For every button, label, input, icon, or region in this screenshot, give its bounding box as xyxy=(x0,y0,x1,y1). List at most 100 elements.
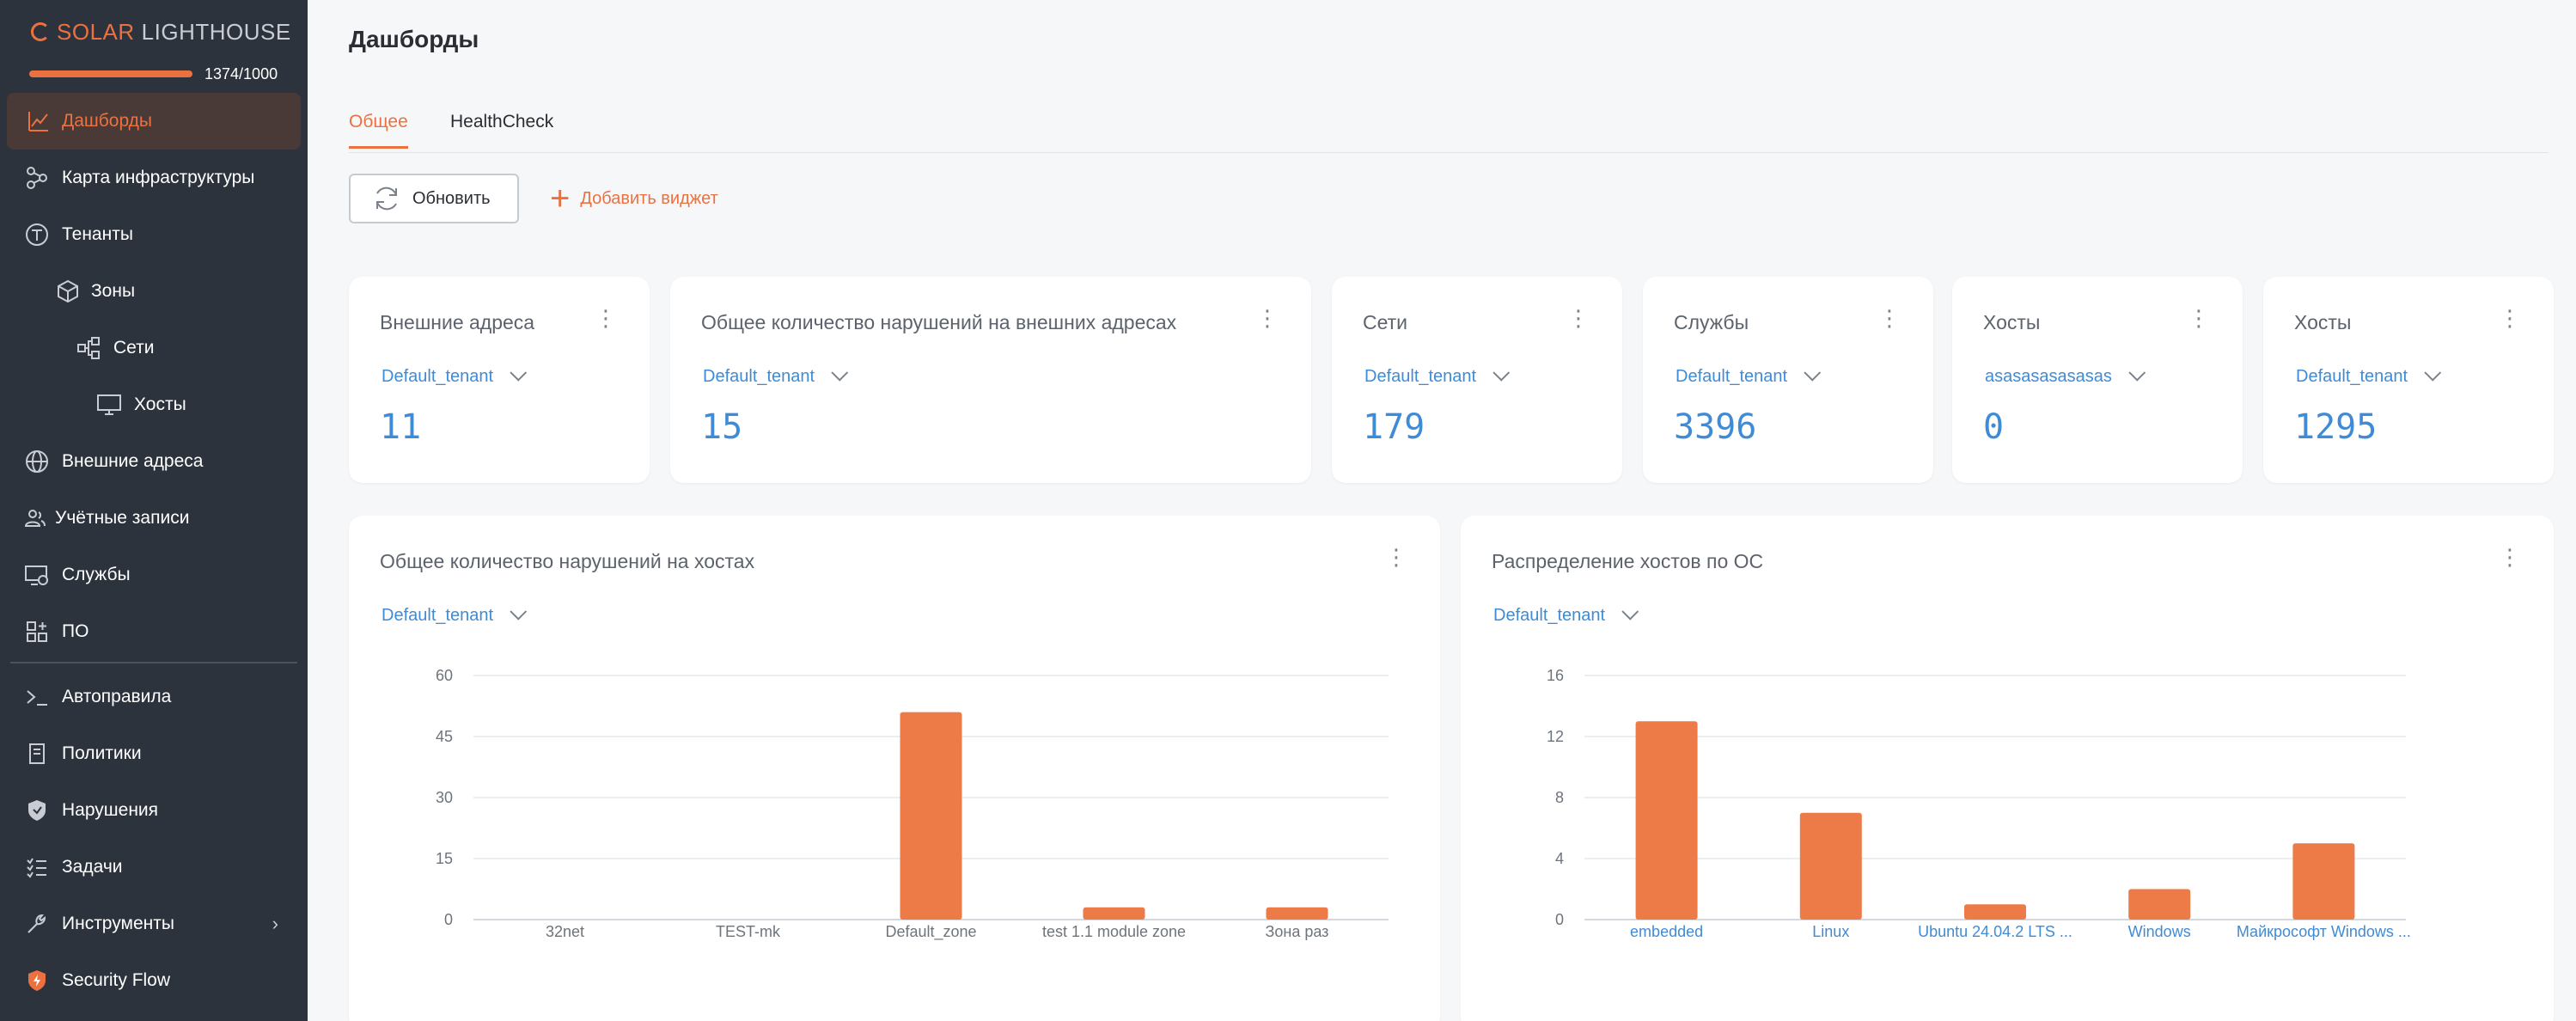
more-vertical-icon[interactable]: ⋮ xyxy=(2499,305,2521,331)
sidebar-item-label: Внешние адреса xyxy=(62,451,204,471)
card-title: Сети xyxy=(1363,311,1408,333)
terminal-icon xyxy=(24,684,50,710)
tenant-select[interactable]: Default_tenant xyxy=(2296,364,2442,388)
tenant-select[interactable]: Default_tenant xyxy=(382,364,528,388)
logo-lighthouse-text: LIGHTHOUSE xyxy=(141,18,291,45)
chevron-down-icon xyxy=(510,364,528,382)
license-progress-bar xyxy=(29,70,192,77)
tenant-select[interactable]: Default_tenant xyxy=(1493,602,1639,627)
globe-icon xyxy=(24,449,50,474)
sidebar-item-policies[interactable]: Политики xyxy=(0,725,308,782)
x-tick-label: Зона раз xyxy=(1266,923,1329,940)
chart-card-os-distribution: Распределение хостов по ОС ⋮ Default_ten… xyxy=(1461,516,2554,1021)
more-vertical-icon[interactable]: ⋮ xyxy=(1256,305,1279,331)
card-title: Общее количество нарушений на хостах xyxy=(380,550,755,572)
more-vertical-icon[interactable]: ⋮ xyxy=(1567,305,1590,331)
sidebar-item-label: Нарушения xyxy=(62,800,159,820)
sidebar-item-label: ПО xyxy=(62,621,89,641)
tenant-value: Default_tenant xyxy=(703,366,815,386)
tenant-select[interactable]: Default_tenant xyxy=(382,602,528,627)
sidebar-item-autorules[interactable]: Автоправила xyxy=(0,669,308,725)
more-vertical-icon[interactable]: ⋮ xyxy=(1878,305,1901,331)
monitor-icon xyxy=(96,392,122,418)
apps-icon xyxy=(24,619,50,645)
sidebar-item-zones[interactable]: Зоны xyxy=(0,263,308,320)
sidebar-item-tools[interactable]: Инструменты › xyxy=(0,896,308,952)
x-tick-label: Ubuntu 24.04.2 LTS ... xyxy=(1918,923,2072,940)
card-title: Хосты xyxy=(2294,311,2352,333)
x-tick-label: Майкрософт Windows ... xyxy=(2237,923,2411,940)
sidebar-item-label: Зоны xyxy=(91,281,136,301)
sidebar-item-dashboards[interactable]: Дашборды xyxy=(7,93,301,150)
chevron-down-icon xyxy=(1492,364,1511,382)
stat-value: 0 xyxy=(1983,407,2005,447)
tenant-value: Default_tenant xyxy=(382,605,494,625)
y-tick-label: 45 xyxy=(436,728,453,745)
card-title: Хосты xyxy=(1983,311,2041,333)
tenant-select[interactable]: Default_tenant xyxy=(1676,364,1822,388)
stat-card-networks: Сети ⋮ Default_tenant 179 xyxy=(1332,277,1622,483)
sidebar-item-label: Тенанты xyxy=(62,224,133,244)
sidebar-item-security-flow[interactable]: Security Flow xyxy=(0,952,308,1009)
sidebar-item-tasks[interactable]: Задачи xyxy=(0,839,308,896)
sidebar-item-label: Security Flow xyxy=(62,970,171,990)
chevron-down-icon xyxy=(2424,364,2442,382)
stat-card-external-addresses: Внешние адреса ⋮ Default_tenant 11 xyxy=(349,277,650,483)
sidebar-item-label: Карта инфраструктуры xyxy=(62,168,255,187)
sidebar-item-violations[interactable]: Нарушения xyxy=(0,782,308,839)
chevron-down-icon xyxy=(2128,364,2146,382)
card-title: Распределение хостов по ОС xyxy=(1492,550,1764,572)
sidebar-item-accounts[interactable]: Учётные записи xyxy=(0,490,308,547)
tenant-select[interactable]: asasasasasasas xyxy=(1985,364,2146,388)
sidebar-item-tenants[interactable]: Тенанты xyxy=(0,206,308,263)
card-title: Службы xyxy=(1674,311,1749,333)
chevron-down-icon xyxy=(831,364,849,382)
chart-line-icon xyxy=(26,108,52,134)
tenant-value: asasasasasasas xyxy=(1985,366,2112,386)
sidebar-item-infra-map[interactable]: Карта инфраструктуры xyxy=(0,150,308,206)
sidebar-item-label: Учётные записи xyxy=(55,508,190,528)
y-tick-label: 60 xyxy=(436,667,453,684)
more-vertical-icon[interactable]: ⋮ xyxy=(595,305,617,331)
stat-card-services: Службы ⋮ Default_tenant 3396 xyxy=(1643,277,1933,483)
tenant-select[interactable]: Default_tenant xyxy=(1364,364,1511,388)
tenant-select[interactable]: Default_tenant xyxy=(703,364,849,388)
sidebar-item-label: Сети xyxy=(113,338,155,358)
bar xyxy=(2128,889,2191,920)
service-icon xyxy=(24,562,50,588)
plus-icon: + xyxy=(550,180,571,217)
sidebar-item-services[interactable]: Службы xyxy=(0,547,308,603)
sidebar-item-hosts[interactable]: Хосты xyxy=(0,376,308,433)
y-tick-label: 4 xyxy=(1555,850,1564,867)
sidebar-item-networks[interactable]: Сети xyxy=(0,320,308,376)
bar xyxy=(1964,904,2026,920)
tab-healthcheck[interactable]: HealthCheck xyxy=(450,112,554,131)
tab-general[interactable]: Общее xyxy=(349,112,408,149)
x-tick-label: 32net xyxy=(546,923,584,940)
users-icon xyxy=(22,505,48,531)
y-tick-label: 30 xyxy=(436,789,453,806)
logo-ring-icon xyxy=(31,22,50,41)
stat-card-hosts-asas: Хосты ⋮ asasasasasasas 0 xyxy=(1952,277,2243,483)
add-widget-button[interactable]: + Добавить виджет xyxy=(550,180,718,217)
network-icon xyxy=(76,335,101,361)
chevron-right-icon: › xyxy=(272,913,278,934)
more-vertical-icon[interactable]: ⋮ xyxy=(2188,305,2210,331)
tab-bar: Общее HealthCheck xyxy=(349,108,2549,153)
sidebar-item-external-addresses[interactable]: Внешние адреса xyxy=(0,433,308,490)
y-tick-label: 0 xyxy=(1555,911,1564,928)
page-title: Дашборды xyxy=(349,26,479,52)
sidebar: SOLAR LIGHTHOUSE 1374/1000 Дашборды Карт… xyxy=(0,0,308,1021)
tenant-value: Default_tenant xyxy=(1493,605,1606,625)
tenant-icon xyxy=(24,222,50,248)
x-tick-label: test 1.1 module zone xyxy=(1042,923,1186,940)
document-icon xyxy=(24,741,50,767)
app-logo[interactable]: SOLAR LIGHTHOUSE xyxy=(31,19,291,45)
sidebar-item-label: Дашборды xyxy=(62,111,152,131)
sidebar-item-label: Задачи xyxy=(62,857,123,877)
sidebar-item-software[interactable]: ПО xyxy=(0,603,308,660)
y-tick-label: 12 xyxy=(1547,728,1564,745)
refresh-button[interactable]: Обновить xyxy=(349,174,519,223)
sidebar-item-label: Службы xyxy=(62,565,131,584)
bar xyxy=(1083,907,1145,920)
